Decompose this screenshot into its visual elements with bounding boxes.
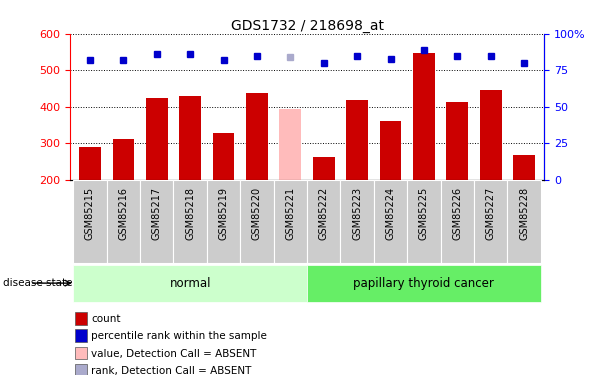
Text: GSM85221: GSM85221 xyxy=(285,187,295,240)
Bar xyxy=(513,155,535,180)
Text: GSM85227: GSM85227 xyxy=(486,187,496,240)
Bar xyxy=(407,180,441,262)
Text: percentile rank within the sample: percentile rank within the sample xyxy=(91,331,267,341)
Bar xyxy=(379,121,401,180)
Text: GSM85215: GSM85215 xyxy=(85,187,95,240)
Text: normal: normal xyxy=(170,277,211,290)
Text: GSM85228: GSM85228 xyxy=(519,187,529,240)
Text: count: count xyxy=(91,314,121,324)
Bar xyxy=(75,312,86,325)
Bar xyxy=(73,265,307,302)
Bar xyxy=(441,180,474,262)
Bar xyxy=(79,147,101,180)
Text: GSM85217: GSM85217 xyxy=(152,187,162,240)
Bar xyxy=(246,93,268,180)
Text: rank, Detection Call = ABSENT: rank, Detection Call = ABSENT xyxy=(91,366,252,375)
Text: GSM85225: GSM85225 xyxy=(419,187,429,240)
Bar xyxy=(347,100,368,180)
Bar xyxy=(240,180,274,262)
Text: GSM85222: GSM85222 xyxy=(319,187,329,240)
Bar xyxy=(146,99,168,180)
Bar xyxy=(73,180,106,262)
Bar xyxy=(75,328,86,342)
Bar xyxy=(274,180,307,262)
Bar xyxy=(307,265,541,302)
Text: GSM85220: GSM85220 xyxy=(252,187,262,240)
Bar xyxy=(173,180,207,262)
Text: value, Detection Call = ABSENT: value, Detection Call = ABSENT xyxy=(91,349,257,358)
Text: GSM85224: GSM85224 xyxy=(385,187,396,240)
Bar xyxy=(413,53,435,180)
Text: GSM85216: GSM85216 xyxy=(119,187,128,240)
Bar xyxy=(207,180,240,262)
Bar xyxy=(280,110,301,180)
Bar xyxy=(374,180,407,262)
Bar xyxy=(75,346,86,359)
Bar xyxy=(179,96,201,180)
Bar xyxy=(508,180,541,262)
Text: disease state: disease state xyxy=(3,278,72,288)
Text: papillary thyroid cancer: papillary thyroid cancer xyxy=(353,277,494,290)
Title: GDS1732 / 218698_at: GDS1732 / 218698_at xyxy=(230,19,384,33)
Text: GSM85223: GSM85223 xyxy=(352,187,362,240)
Bar xyxy=(313,158,334,180)
Bar xyxy=(75,364,86,375)
Bar xyxy=(446,102,468,180)
Bar xyxy=(474,180,508,262)
Text: GSM85219: GSM85219 xyxy=(218,187,229,240)
Bar xyxy=(140,180,173,262)
Bar xyxy=(112,139,134,180)
Bar xyxy=(307,180,340,262)
Bar xyxy=(106,180,140,262)
Bar xyxy=(340,180,374,262)
Text: GSM85218: GSM85218 xyxy=(185,187,195,240)
Bar xyxy=(480,90,502,180)
Bar xyxy=(213,133,235,180)
Text: GSM85226: GSM85226 xyxy=(452,187,462,240)
